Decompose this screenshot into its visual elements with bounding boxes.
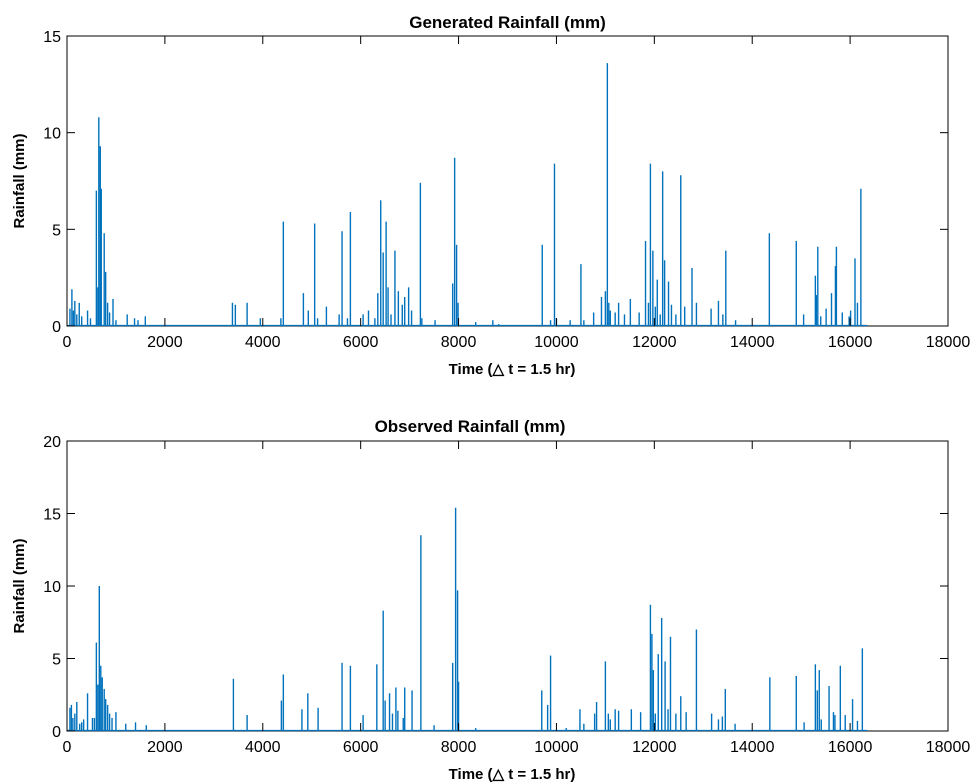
observed-x-tick-label: 12000 <box>632 739 677 756</box>
observed-x-tick-label: 6000 <box>343 739 379 756</box>
generated-x-tick-label: 14000 <box>730 334 775 351</box>
observed-y-tick-label: 20 <box>43 434 61 451</box>
observed-x-tick-label: 4000 <box>245 739 281 756</box>
generated-y-tick-label: 5 <box>52 222 61 239</box>
generated-x-tick-label: 12000 <box>632 334 677 351</box>
generated-x-ticks: 0 2000 4000 6000 8000 10000 12000 14000 16000 180… <box>63 36 971 351</box>
observed-x-tick-label: 8000 <box>441 739 477 756</box>
generated-y-axis-label: Rainfall (mm) <box>11 133 28 228</box>
observed-x-tick-label: 16000 <box>828 739 873 756</box>
generated-y-tick-label: 15 <box>43 29 61 46</box>
observed-x-tick-label: 0 <box>63 739 72 756</box>
observed-x-tick-label: 2000 <box>147 739 183 756</box>
generated-plot-area <box>66 35 949 327</box>
observed-y-tick-label: 10 <box>43 579 61 596</box>
observed-x-tick-label: 14000 <box>730 739 775 756</box>
generated-chart-title: Generated Rainfall (mm) <box>409 13 606 32</box>
observed-chart-title: Observed Rainfall (mm) <box>375 417 566 436</box>
generated-y-tick-label: 0 <box>52 319 61 336</box>
generated-x-tick-label: 18000 <box>926 334 971 351</box>
generated-x-tick-label: 4000 <box>245 334 281 351</box>
generated-x-tick-label: 6000 <box>343 334 379 351</box>
observed-rainfall-bars <box>67 507 868 732</box>
observed-y-tick-label: 0 <box>52 724 61 741</box>
generated-x-tick-label: 16000 <box>828 334 873 351</box>
observed-y-tick-label: 15 <box>43 507 61 524</box>
generated-y-ticks: 0 5 10 15 <box>43 29 948 336</box>
observed-y-axis-label: Rainfall (mm) <box>11 538 28 633</box>
generated-x-tick-label: 2000 <box>147 334 183 351</box>
generated-rainfall-axes: 0 2000 4000 6000 8000 10000 12000 14000 16000 180… <box>11 13 970 378</box>
observed-x-tick-label: 10000 <box>534 739 579 756</box>
generated-x-axis-label: Time (△ t = 1.5 hr) <box>449 361 576 378</box>
observed-x-ticks: 0 2000 4000 6000 8000 10000 12000 14000 16000 180… <box>63 441 971 756</box>
generated-rainfall-bars <box>67 63 868 327</box>
observed-y-tick-label: 5 <box>52 652 61 669</box>
observed-plot-area <box>66 440 949 732</box>
generated-y-tick-label: 10 <box>43 126 61 143</box>
generated-x-tick-label: 10000 <box>534 334 579 351</box>
observed-rainfall-axes: 0 2000 4000 6000 8000 10000 12000 14000 16000 180… <box>11 417 970 783</box>
observed-x-axis-label: Time (△ t = 1.5 hr) <box>449 766 576 783</box>
generated-x-tick-label: 8000 <box>441 334 477 351</box>
observed-x-tick-label: 18000 <box>926 739 971 756</box>
observed-y-ticks: 0 5 10 15 20 <box>43 434 948 741</box>
generated-x-tick-label: 0 <box>63 334 72 351</box>
